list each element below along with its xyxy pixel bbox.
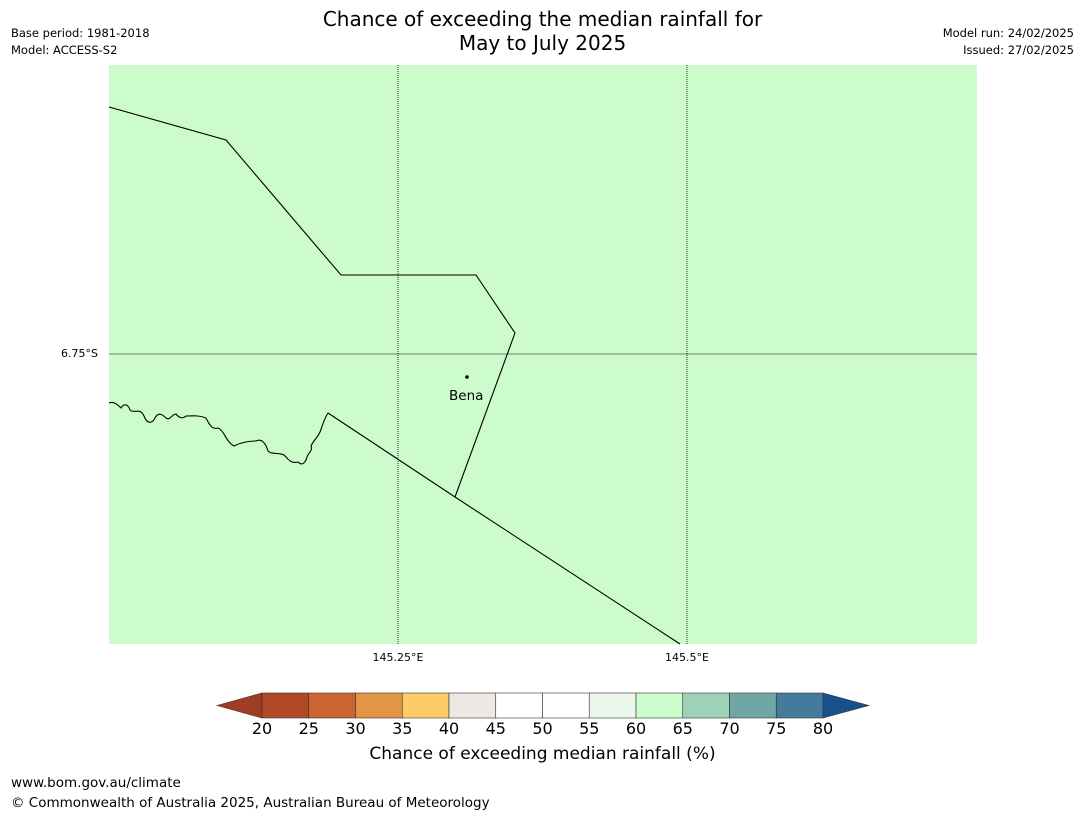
colorbar-tick-label: 25 <box>298 719 319 738</box>
chart-title: Chance of exceeding the median rainfall … <box>0 7 1085 55</box>
colorbar-tick-label: 20 <box>251 719 273 738</box>
colorbar-tick-label: 65 <box>672 719 693 738</box>
latitude-label: 6.75°S <box>61 347 98 360</box>
colorbar-tick-label: 35 <box>392 719 413 738</box>
longitude-label-145-25: 145.25°E <box>372 651 424 664</box>
model-text: Model: ACCESS-S2 <box>11 43 118 57</box>
colorbar-segment <box>401 692 450 719</box>
colorbar-tick-label: 80 <box>812 719 834 738</box>
colorbar-tick-label: 50 <box>532 719 553 738</box>
colorbar-segment <box>355 692 403 719</box>
colorbar-under-arrow <box>215 692 263 719</box>
river-boundary <box>108 401 329 465</box>
colorbar-segment <box>635 692 684 719</box>
colorbar-segment <box>448 692 497 719</box>
colorbar-tick-label: 60 <box>625 719 647 738</box>
colorbar-label: Chance of exceeding median rainfall (%) <box>369 744 716 764</box>
colorbar-tick-label: 55 <box>579 719 600 738</box>
base-period-text: Base period: 1981-2018 <box>11 26 150 40</box>
footer-copyright: © Commonwealth of Australia 2025, Austra… <box>11 795 490 811</box>
longitude-label-145-5: 145.5°E <box>665 651 709 664</box>
footer-url: www.bom.gov.au/climate <box>11 775 181 791</box>
province-boundary-north <box>108 106 516 498</box>
bena-marker <box>465 375 469 379</box>
colorbar-segment <box>542 692 590 719</box>
colorbar-segment <box>775 692 824 719</box>
colorbar-segment <box>588 692 637 719</box>
colorbar-tick-label: 30 <box>345 719 366 738</box>
colorbar-tick-label: 40 <box>438 719 460 738</box>
meta-left: Base period: 1981-2018 Model: ACCESS-S2 <box>11 25 150 59</box>
map-area <box>109 65 977 644</box>
place-label-bena: Bena <box>449 388 484 404</box>
title-line-1: Chance of exceeding the median rainfall … <box>322 7 763 31</box>
colorbar <box>215 692 871 719</box>
colorbar-tick-label: 75 <box>766 719 787 738</box>
colorbar-segment <box>729 692 777 719</box>
title-line-2: May to July 2025 <box>458 31 627 55</box>
model-run-text: Model run: 24/02/2025 <box>942 26 1074 40</box>
colorbar-segment <box>308 692 356 719</box>
colorbar-segment <box>261 692 310 719</box>
colorbar-tick-label: 45 <box>485 719 506 738</box>
colorbar-over-arrow <box>822 692 871 719</box>
colorbar-tick-label: 70 <box>719 719 740 738</box>
colorbar-segment <box>682 692 730 719</box>
colorbar-segment <box>495 692 543 719</box>
province-boundary-south <box>327 412 681 645</box>
meta-right: Model run: 24/02/2025 Issued: 27/02/2025 <box>943 25 1074 59</box>
issued-text: Issued: 27/02/2025 <box>963 43 1074 57</box>
